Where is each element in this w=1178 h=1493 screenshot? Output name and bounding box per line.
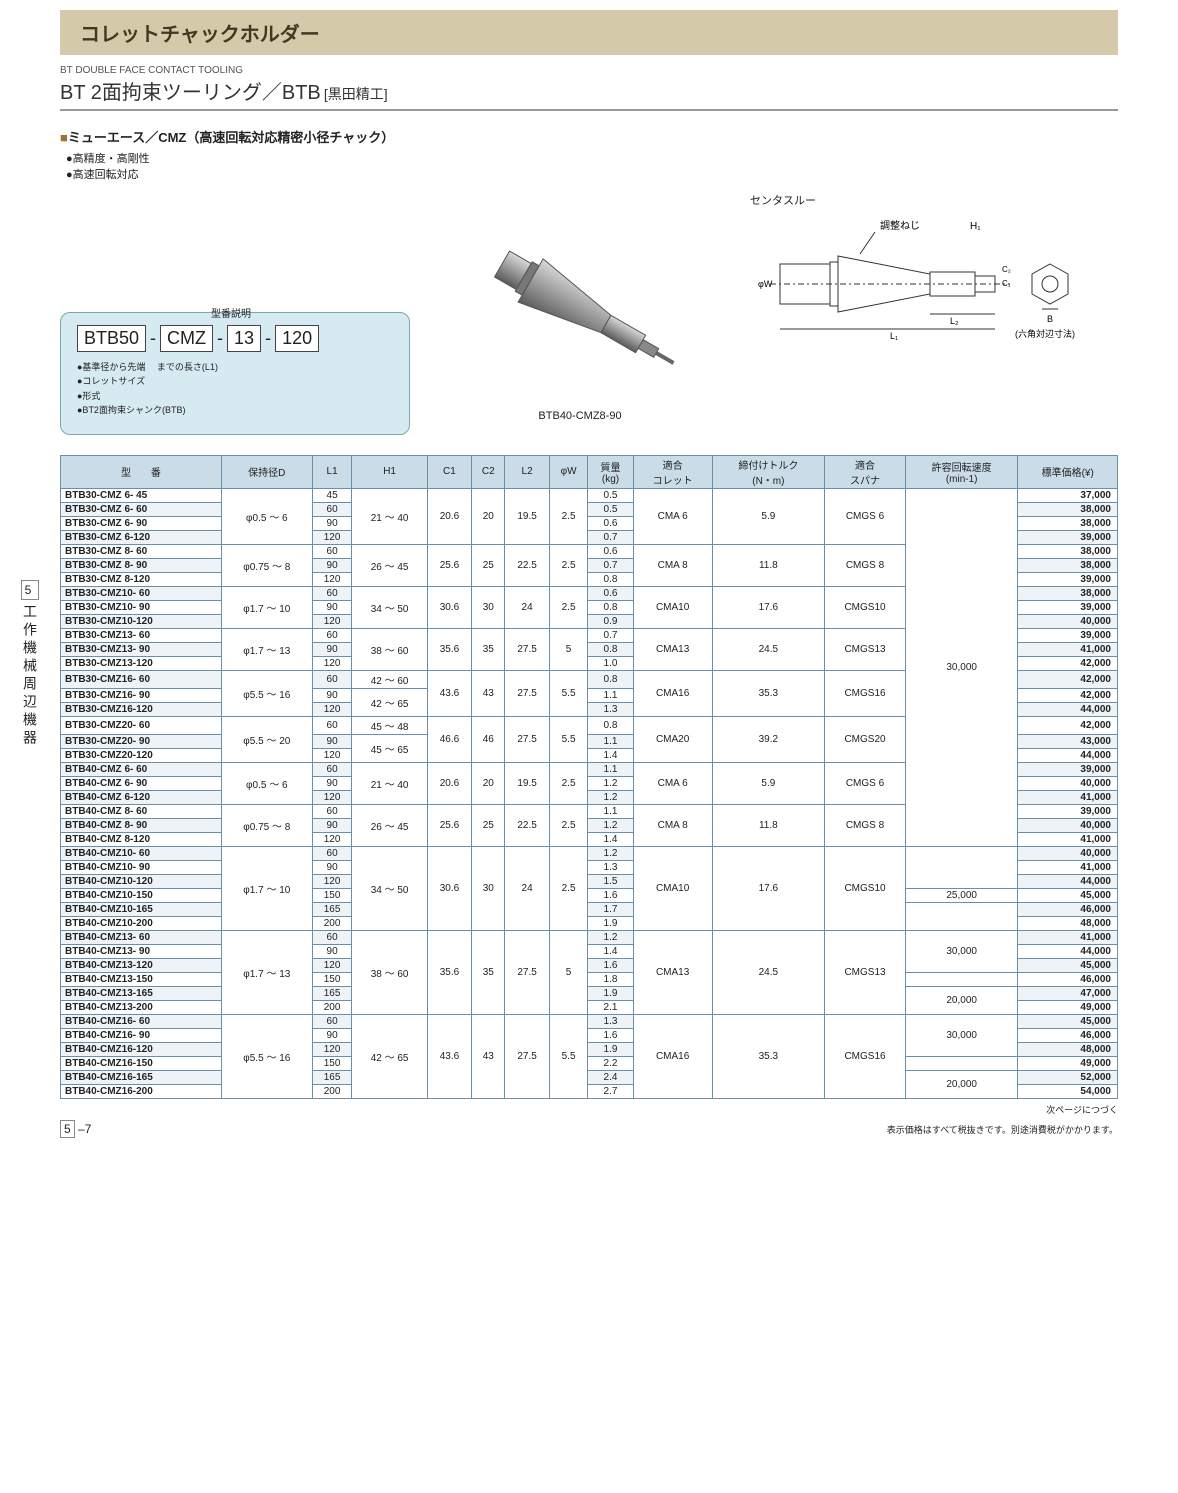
- dimension-diagram: センタスルー 調整ねじ H₁ φW L₂ L₁: [750, 192, 1100, 377]
- table-header: C2: [472, 455, 505, 488]
- table-row: BTB40-CMZ13-1501501.846,000: [61, 972, 1118, 986]
- diagram-title: センタスルー: [750, 192, 1100, 208]
- table-row: BTB40-CMZ16-1501502.249,000: [61, 1056, 1118, 1070]
- model-part: CMZ: [160, 325, 213, 352]
- table-header: 型 番: [61, 455, 222, 488]
- continue-note: 次ページにつづく: [60, 1103, 1118, 1116]
- subtitle-maker: [黒田精工]: [324, 86, 388, 102]
- model-note: ●基準径から先端 までの長さ(L1): [77, 360, 393, 374]
- svg-text:B: B: [1047, 314, 1053, 324]
- model-note: ●BT2面拘束シャンク(BTB): [77, 403, 393, 417]
- table-row: BTB40-CMZ10-1501501.625,00045,000: [61, 888, 1118, 902]
- table-header: 許容回転速度(min-1): [905, 455, 1018, 488]
- table-header: L1: [312, 455, 352, 488]
- table-row: BTB30-CMZ 6- 45φ0.5 ～ 64521 ～ 4020.62019…: [61, 488, 1118, 502]
- table-row: BTB40-CMZ10-1651651.746,000: [61, 902, 1118, 916]
- table-header: 質量(kg): [588, 455, 633, 488]
- product-label: BTB40-CMZ8-90: [538, 410, 621, 422]
- table-row: BTB40-CMZ13- 60φ1.7 ～ 136038 ～ 6035.6352…: [61, 930, 1118, 944]
- table-header: H1: [352, 455, 427, 488]
- svg-text:φW: φW: [758, 279, 773, 289]
- svg-text:C₂: C₂: [1002, 265, 1011, 274]
- page-title: コレットチャックホルダー: [60, 10, 1118, 55]
- section-heading: ■ミューエース／CMZ（高速回転対応精密小径チャック）: [60, 127, 1118, 146]
- table-header: 締付けトルク(N・m): [712, 455, 825, 488]
- svg-text:L₁: L₁: [890, 331, 898, 341]
- svg-text:C₁: C₁: [1002, 279, 1011, 288]
- product-photo: BTB40-CMZ8-90: [430, 192, 730, 422]
- model-part: 120: [275, 325, 319, 352]
- model-part: 13: [227, 325, 261, 352]
- table-header: 保持径D: [221, 455, 312, 488]
- table-header: 適合スパナ: [825, 455, 906, 488]
- table-header: L2: [505, 455, 549, 488]
- table-header: C1: [427, 455, 471, 488]
- table-header: 適合コレット: [633, 455, 712, 488]
- subtitle-main: BT 2面拘束ツーリング／BTB: [60, 82, 321, 104]
- svg-text:H₁: H₁: [970, 221, 981, 232]
- table-row: BTB40-CMZ16- 60φ5.5 ～ 166042 ～ 6543.6432…: [61, 1014, 1118, 1028]
- page-number: 5 –7: [60, 1122, 91, 1136]
- price-note: 表示価格はすべて税抜きです。別途消費税がかかります。: [887, 1123, 1118, 1136]
- side-tab: 5工作機械周辺機器: [20, 580, 40, 748]
- model-part: BTB50: [77, 325, 146, 352]
- table-header: φW: [549, 455, 588, 488]
- table-row: BTB40-CMZ13-1651651.920,00047,000: [61, 986, 1118, 1000]
- spec-table: 型 番保持径DL1H1C1C2L2φW質量(kg)適合コレット締付けトルク(N・…: [60, 455, 1118, 1099]
- model-number-explain: 型番説明 BTB50-CMZ-13-120 ●基準径から先端 までの長さ(L1)…: [60, 312, 410, 435]
- table-row: BTB40-CMZ16-1651652.420,00052,000: [61, 1070, 1118, 1084]
- feature-bullet: ●高速回転対応: [66, 166, 1118, 182]
- model-note: ●形式: [77, 389, 393, 403]
- model-note: ●コレットサイズ: [77, 374, 393, 388]
- table-row: BTB40-CMZ10- 60φ1.7 ～ 106034 ～ 5030.6302…: [61, 846, 1118, 860]
- feature-bullet: ●高精度・高剛性: [66, 150, 1118, 166]
- adjust-screw-label: 調整ねじ: [880, 219, 920, 232]
- table-header: 標準価格(¥): [1018, 455, 1118, 488]
- subtitle-small: BT DOUBLE FACE CONTACT TOOLING: [60, 65, 1118, 76]
- model-explain-title: 型番説明: [211, 305, 251, 320]
- svg-text:(六角対辺寸法): (六角対辺寸法): [1015, 328, 1075, 339]
- svg-text:L₂: L₂: [950, 316, 959, 326]
